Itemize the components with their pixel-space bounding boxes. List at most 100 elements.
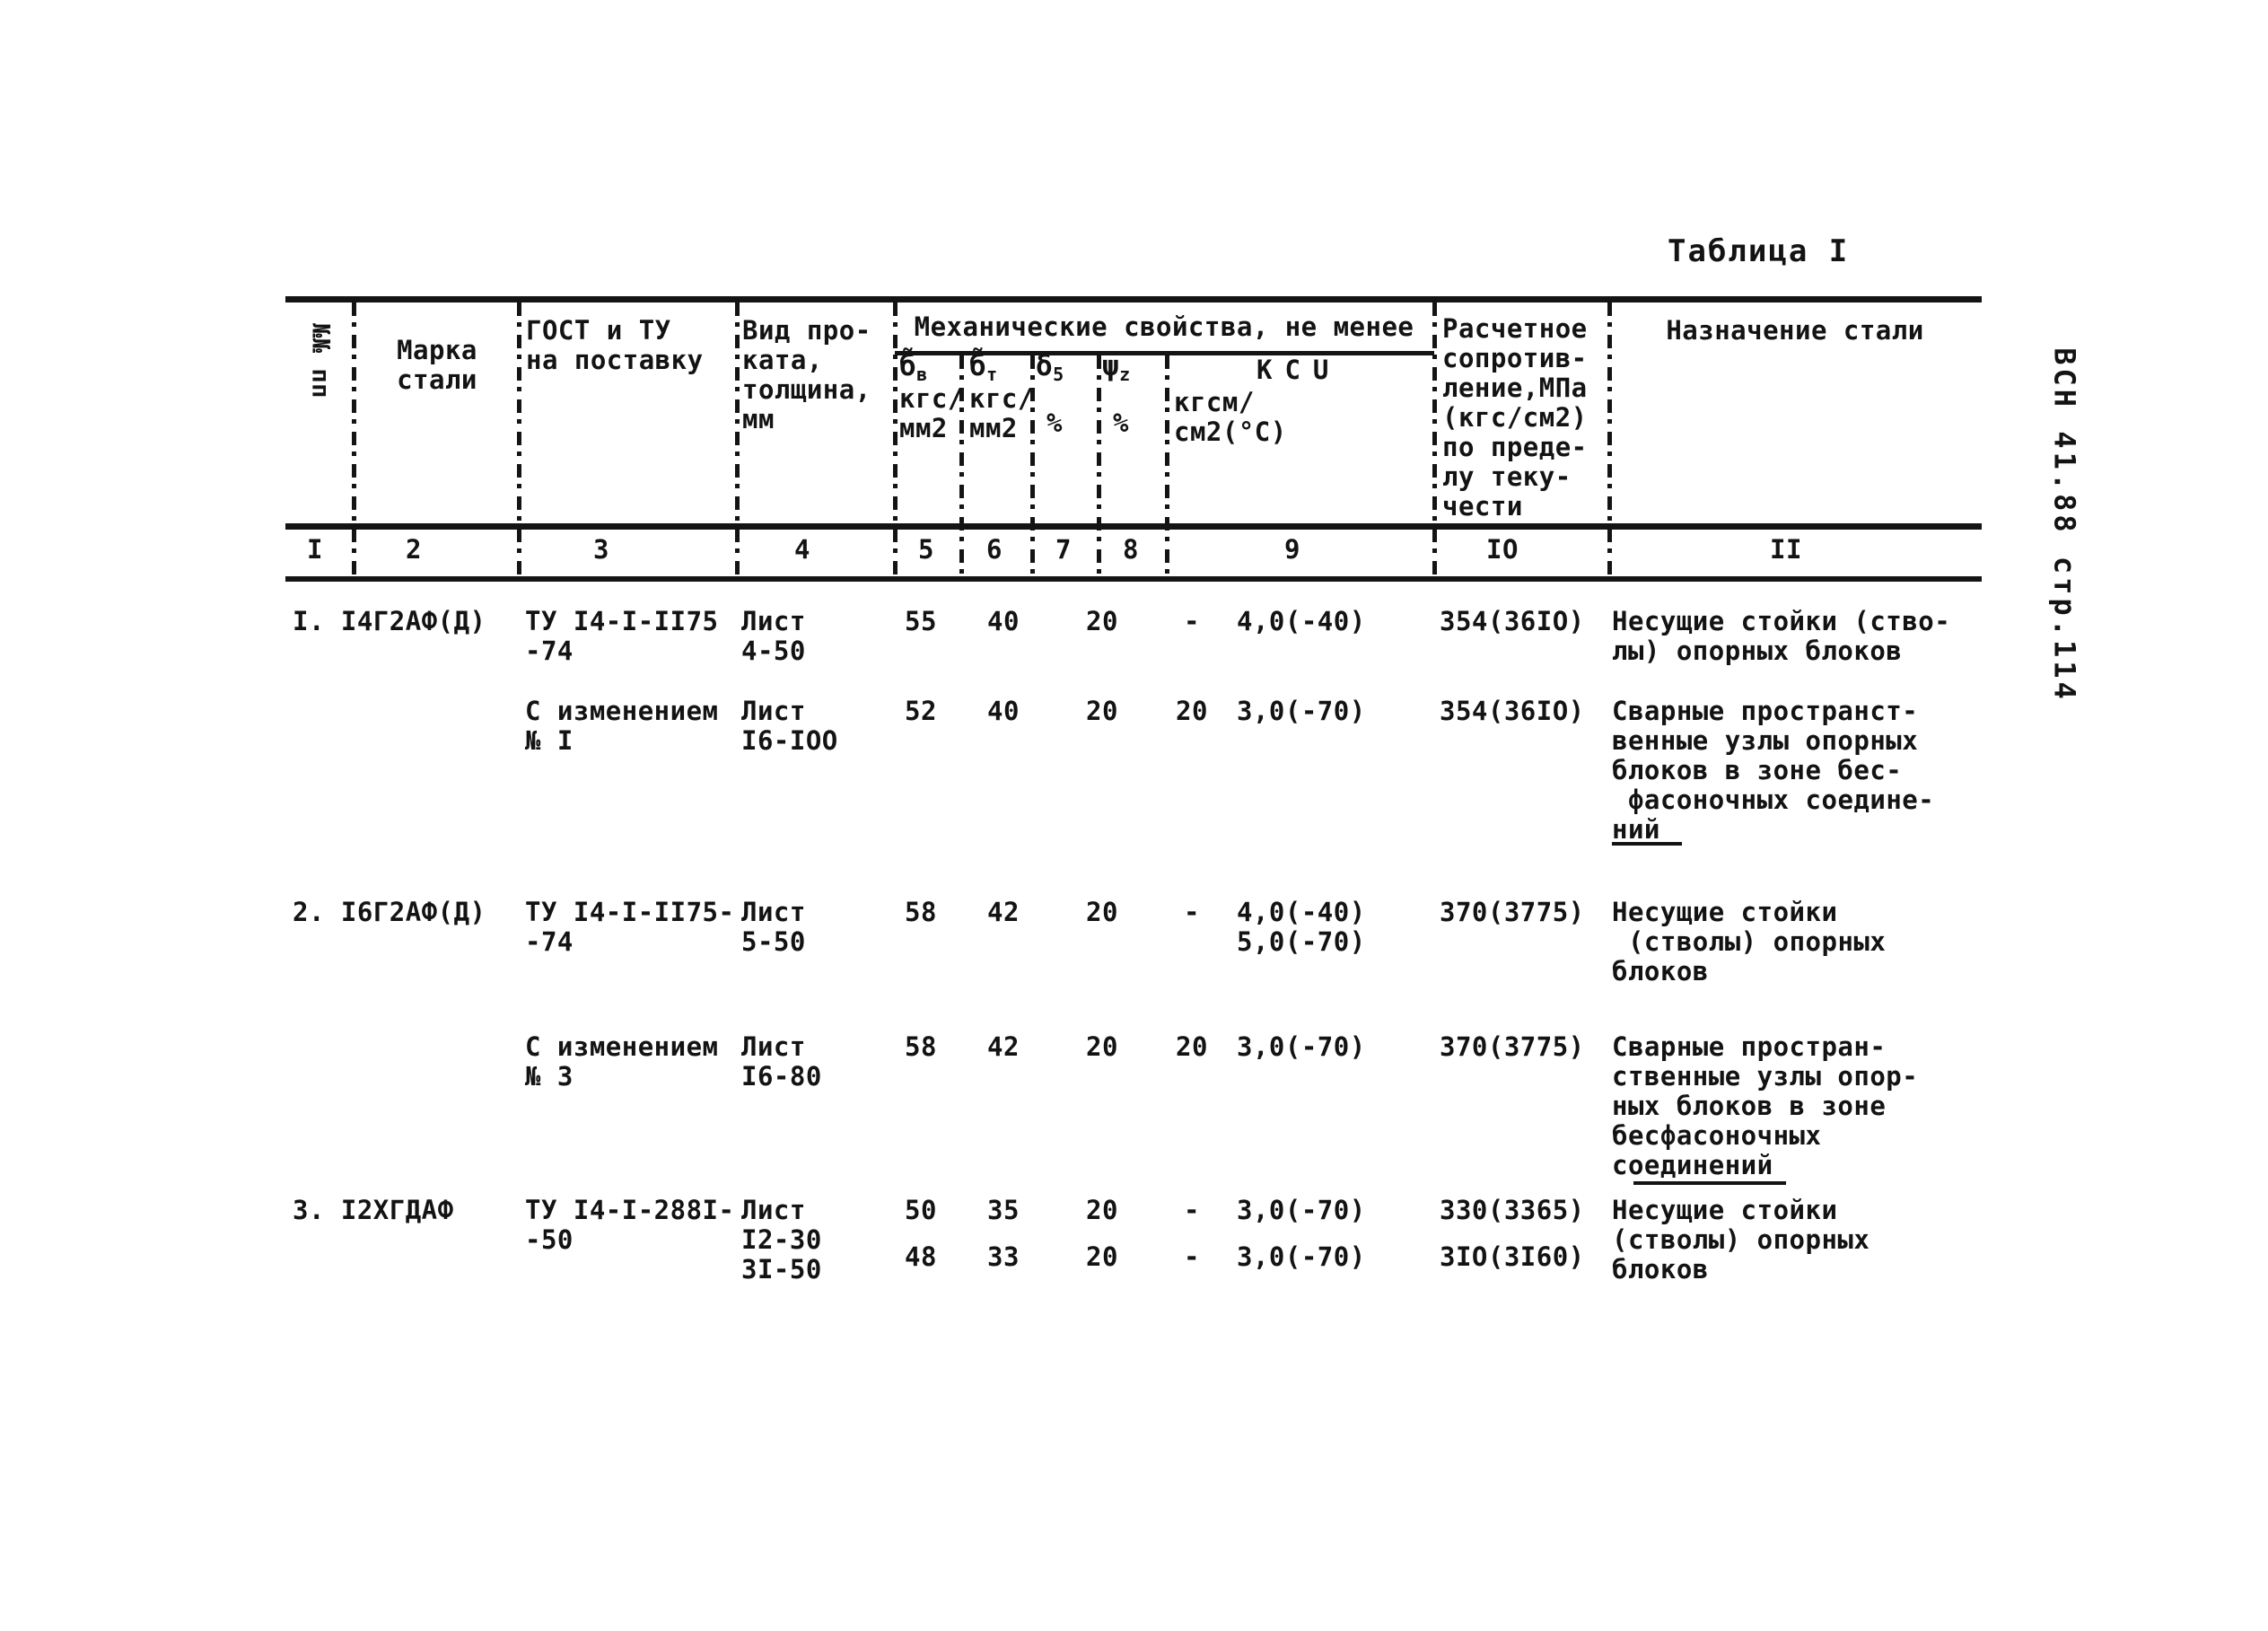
table-title: Таблица I	[1668, 233, 1850, 269]
cell-gost-tu: ТУ I4-I-II75 -74	[525, 606, 719, 666]
delta-symbol: δ	[1036, 350, 1054, 382]
cell-psi: -	[1184, 1241, 1200, 1272]
cell-psi: -	[1184, 606, 1200, 636]
header-col7-percent: %	[1046, 408, 1063, 438]
col-divider	[959, 355, 964, 576]
cell-kcu: 3,0(-70)	[1237, 696, 1366, 726]
cell-design-resistance: 330(3365)	[1440, 1195, 1585, 1225]
col-divider	[517, 303, 521, 576]
cell-sigma-v: 48	[905, 1241, 937, 1272]
header-col10-design-resistance: Расчетное сопротив- ление,МПа (кгс/см2) …	[1442, 313, 1588, 522]
cell-purpose: Сварные простран- ственные узлы опор- ны…	[1612, 1031, 1919, 1180]
cell-sigma-v: 58	[905, 1031, 937, 1062]
col-divider	[1432, 303, 1437, 576]
header-bottom-border	[285, 523, 1982, 530]
cell-kcu: 4,0(-40) 5,0(-70)	[1237, 897, 1366, 957]
cell-purpose: Несущие стойки (стволы) опорных блоков	[1612, 897, 1887, 986]
colnum-5: 5	[918, 534, 934, 565]
header-col2-steel-grade: Марка стали	[397, 335, 477, 395]
col-divider	[352, 303, 356, 576]
cell-sigma-t: 33	[987, 1241, 1020, 1272]
col-divider	[1030, 355, 1035, 576]
psi-symbol: ψ	[1102, 350, 1120, 382]
cell-rolled-type: Лист I6-IOO	[741, 696, 838, 756]
cell-gost-tu: С изменением № 3	[525, 1031, 719, 1092]
colnum-2: 2	[406, 534, 422, 565]
cell-gost-tu: ТУ I4-I-II75- -74	[525, 897, 735, 957]
cell-design-resistance: 370(3775)	[1440, 1031, 1585, 1062]
col-divider	[893, 303, 898, 576]
cell-number-and-grade: 3. I2ХГДАФ	[293, 1195, 454, 1225]
table-top-border	[285, 296, 1982, 303]
cell-design-resistance: 370(3775)	[1440, 897, 1585, 927]
underline-stroke	[1612, 842, 1682, 846]
header-col8-psi-z: ψz	[1102, 350, 1131, 386]
col-divider	[1607, 303, 1612, 576]
cell-sigma-t: 42	[987, 897, 1020, 927]
colnum-row-border	[285, 576, 1982, 582]
cell-psi: 20	[1176, 696, 1208, 726]
cell-delta5: 20	[1086, 1195, 1118, 1225]
cell-gost-tu: С изменением № I	[525, 696, 719, 756]
colnum-8: 8	[1123, 534, 1139, 565]
header-col4-rolled-type: Вид про- ката, толщина, мм	[742, 315, 871, 434]
colnum-7: 7	[1055, 534, 1072, 565]
cell-sigma-t: 40	[987, 606, 1020, 636]
cell-kcu: 3,0(-70)	[1237, 1195, 1366, 1225]
header-col1-row-number: №№ пп	[306, 323, 335, 399]
cell-delta5: 20	[1086, 1031, 1118, 1062]
cell-sigma-v: 50	[905, 1195, 937, 1225]
header-col6-units: кгс/ мм2	[969, 383, 1034, 443]
cell-purpose: Сварные пространст- венные узлы опорных …	[1612, 696, 1935, 845]
header-col5-sigma-v: б̃в	[899, 350, 928, 386]
cell-sigma-v: 58	[905, 897, 937, 927]
colnum-1: I	[307, 534, 323, 565]
cell-psi: -	[1184, 1195, 1200, 1225]
header-col11-steel-purpose: Назначение стали	[1666, 315, 1924, 346]
header-mech-properties-group: Механические свойства, не менее	[914, 311, 1414, 342]
cell-kcu: 3,0(-70)	[1237, 1031, 1366, 1062]
cell-psi: -	[1184, 897, 1200, 927]
cell-purpose: Несущие стойки (стволы) опорных блоков	[1612, 1195, 1870, 1285]
colnum-10: IO	[1486, 534, 1519, 565]
cell-rolled-type: Лист I2-30 3I-50	[741, 1195, 822, 1285]
cell-gost-tu: ТУ I4-I-288I- -50	[525, 1195, 735, 1255]
cell-sigma-v: 55	[905, 606, 937, 636]
header-col9-kcu: КСU	[1257, 355, 1342, 385]
cell-design-resistance: 354(36IO)	[1440, 606, 1585, 636]
cell-purpose: Несущие стойки (ство- лы) опорных блоков	[1612, 606, 1951, 666]
header-col9-units: кгсм/ см2(°С)	[1174, 387, 1287, 447]
cell-number-and-grade: 2. I6Г2АФ(Д)	[293, 897, 486, 927]
header-col7-delta5: δ5	[1036, 350, 1064, 386]
col-divider	[1097, 355, 1101, 576]
cell-number-and-grade: I. I4Г2АФ(Д)	[293, 606, 486, 636]
cell-sigma-t: 42	[987, 1031, 1020, 1062]
header-col6-sigma-t: б̃т	[969, 350, 998, 386]
colnum-3: 3	[593, 534, 609, 565]
cell-rolled-type: Лист 4-50	[741, 606, 806, 666]
cell-kcu: 3,0(-70)	[1237, 1241, 1366, 1272]
cell-delta5: 20	[1086, 696, 1118, 726]
cell-rolled-type: Лист I6-80	[741, 1031, 822, 1092]
cell-delta5: 20	[1086, 606, 1118, 636]
col-divider	[1165, 355, 1169, 576]
cell-rolled-type: Лист 5-50	[741, 897, 806, 957]
cell-sigma-v: 52	[905, 696, 937, 726]
cell-sigma-t: 35	[987, 1195, 1020, 1225]
sigma-t-symbol: б̃	[969, 350, 987, 382]
cell-sigma-t: 40	[987, 696, 1020, 726]
header-col8-percent: %	[1113, 408, 1129, 438]
cell-design-resistance: 3IO(3I60)	[1440, 1241, 1585, 1272]
page-side-note: ВСН 41.88 стр.114	[2047, 347, 2082, 703]
cell-kcu: 4,0(-40)	[1237, 606, 1366, 636]
col-divider	[735, 303, 740, 576]
colnum-6: 6	[986, 534, 1003, 565]
cell-design-resistance: 354(36IO)	[1440, 696, 1585, 726]
sigma-v-symbol: б̃	[899, 350, 917, 382]
cell-delta5: 20	[1086, 1241, 1118, 1272]
cell-delta5: 20	[1086, 897, 1118, 927]
colnum-9: 9	[1284, 534, 1300, 565]
colnum-11: II	[1770, 534, 1802, 565]
cell-psi: 20	[1176, 1031, 1208, 1062]
